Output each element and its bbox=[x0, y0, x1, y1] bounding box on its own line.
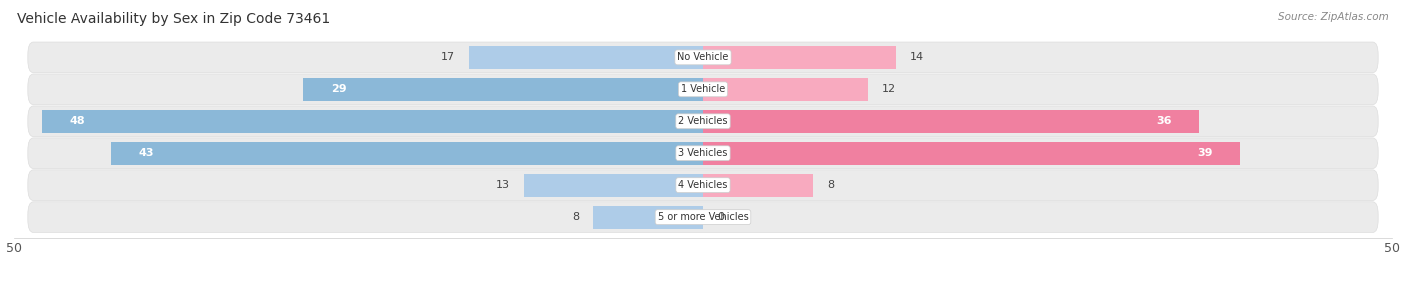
FancyBboxPatch shape bbox=[28, 74, 1378, 105]
Bar bbox=[593, 206, 703, 229]
Bar bbox=[468, 46, 703, 69]
Text: Vehicle Availability by Sex in Zip Code 73461: Vehicle Availability by Sex in Zip Code … bbox=[17, 12, 330, 26]
Text: 1 Vehicle: 1 Vehicle bbox=[681, 84, 725, 94]
Text: 13: 13 bbox=[496, 180, 510, 190]
Text: 12: 12 bbox=[882, 84, 896, 94]
Bar bbox=[111, 142, 703, 165]
FancyBboxPatch shape bbox=[28, 42, 1378, 73]
Text: 39: 39 bbox=[1198, 148, 1213, 158]
Text: 36: 36 bbox=[1156, 116, 1171, 126]
Text: 0: 0 bbox=[717, 212, 724, 222]
Bar bbox=[524, 174, 703, 197]
Text: 17: 17 bbox=[441, 52, 456, 62]
Text: 48: 48 bbox=[69, 116, 84, 126]
FancyBboxPatch shape bbox=[28, 170, 1378, 200]
Bar bbox=[42, 110, 703, 133]
Bar bbox=[703, 174, 813, 197]
Bar bbox=[703, 46, 896, 69]
Text: 3 Vehicles: 3 Vehicles bbox=[678, 148, 728, 158]
Text: 4 Vehicles: 4 Vehicles bbox=[678, 180, 728, 190]
FancyBboxPatch shape bbox=[28, 106, 1378, 137]
Bar bbox=[703, 78, 869, 101]
Text: 29: 29 bbox=[330, 84, 347, 94]
Bar bbox=[703, 142, 1240, 165]
Text: 14: 14 bbox=[910, 52, 924, 62]
Text: No Vehicle: No Vehicle bbox=[678, 52, 728, 62]
Text: 5 or more Vehicles: 5 or more Vehicles bbox=[658, 212, 748, 222]
Bar bbox=[304, 78, 703, 101]
Text: 8: 8 bbox=[827, 180, 834, 190]
Text: 8: 8 bbox=[572, 212, 579, 222]
Text: 2 Vehicles: 2 Vehicles bbox=[678, 116, 728, 126]
FancyBboxPatch shape bbox=[28, 138, 1378, 169]
Text: Source: ZipAtlas.com: Source: ZipAtlas.com bbox=[1278, 12, 1389, 22]
Bar bbox=[703, 110, 1199, 133]
Text: 43: 43 bbox=[138, 148, 153, 158]
FancyBboxPatch shape bbox=[28, 202, 1378, 232]
